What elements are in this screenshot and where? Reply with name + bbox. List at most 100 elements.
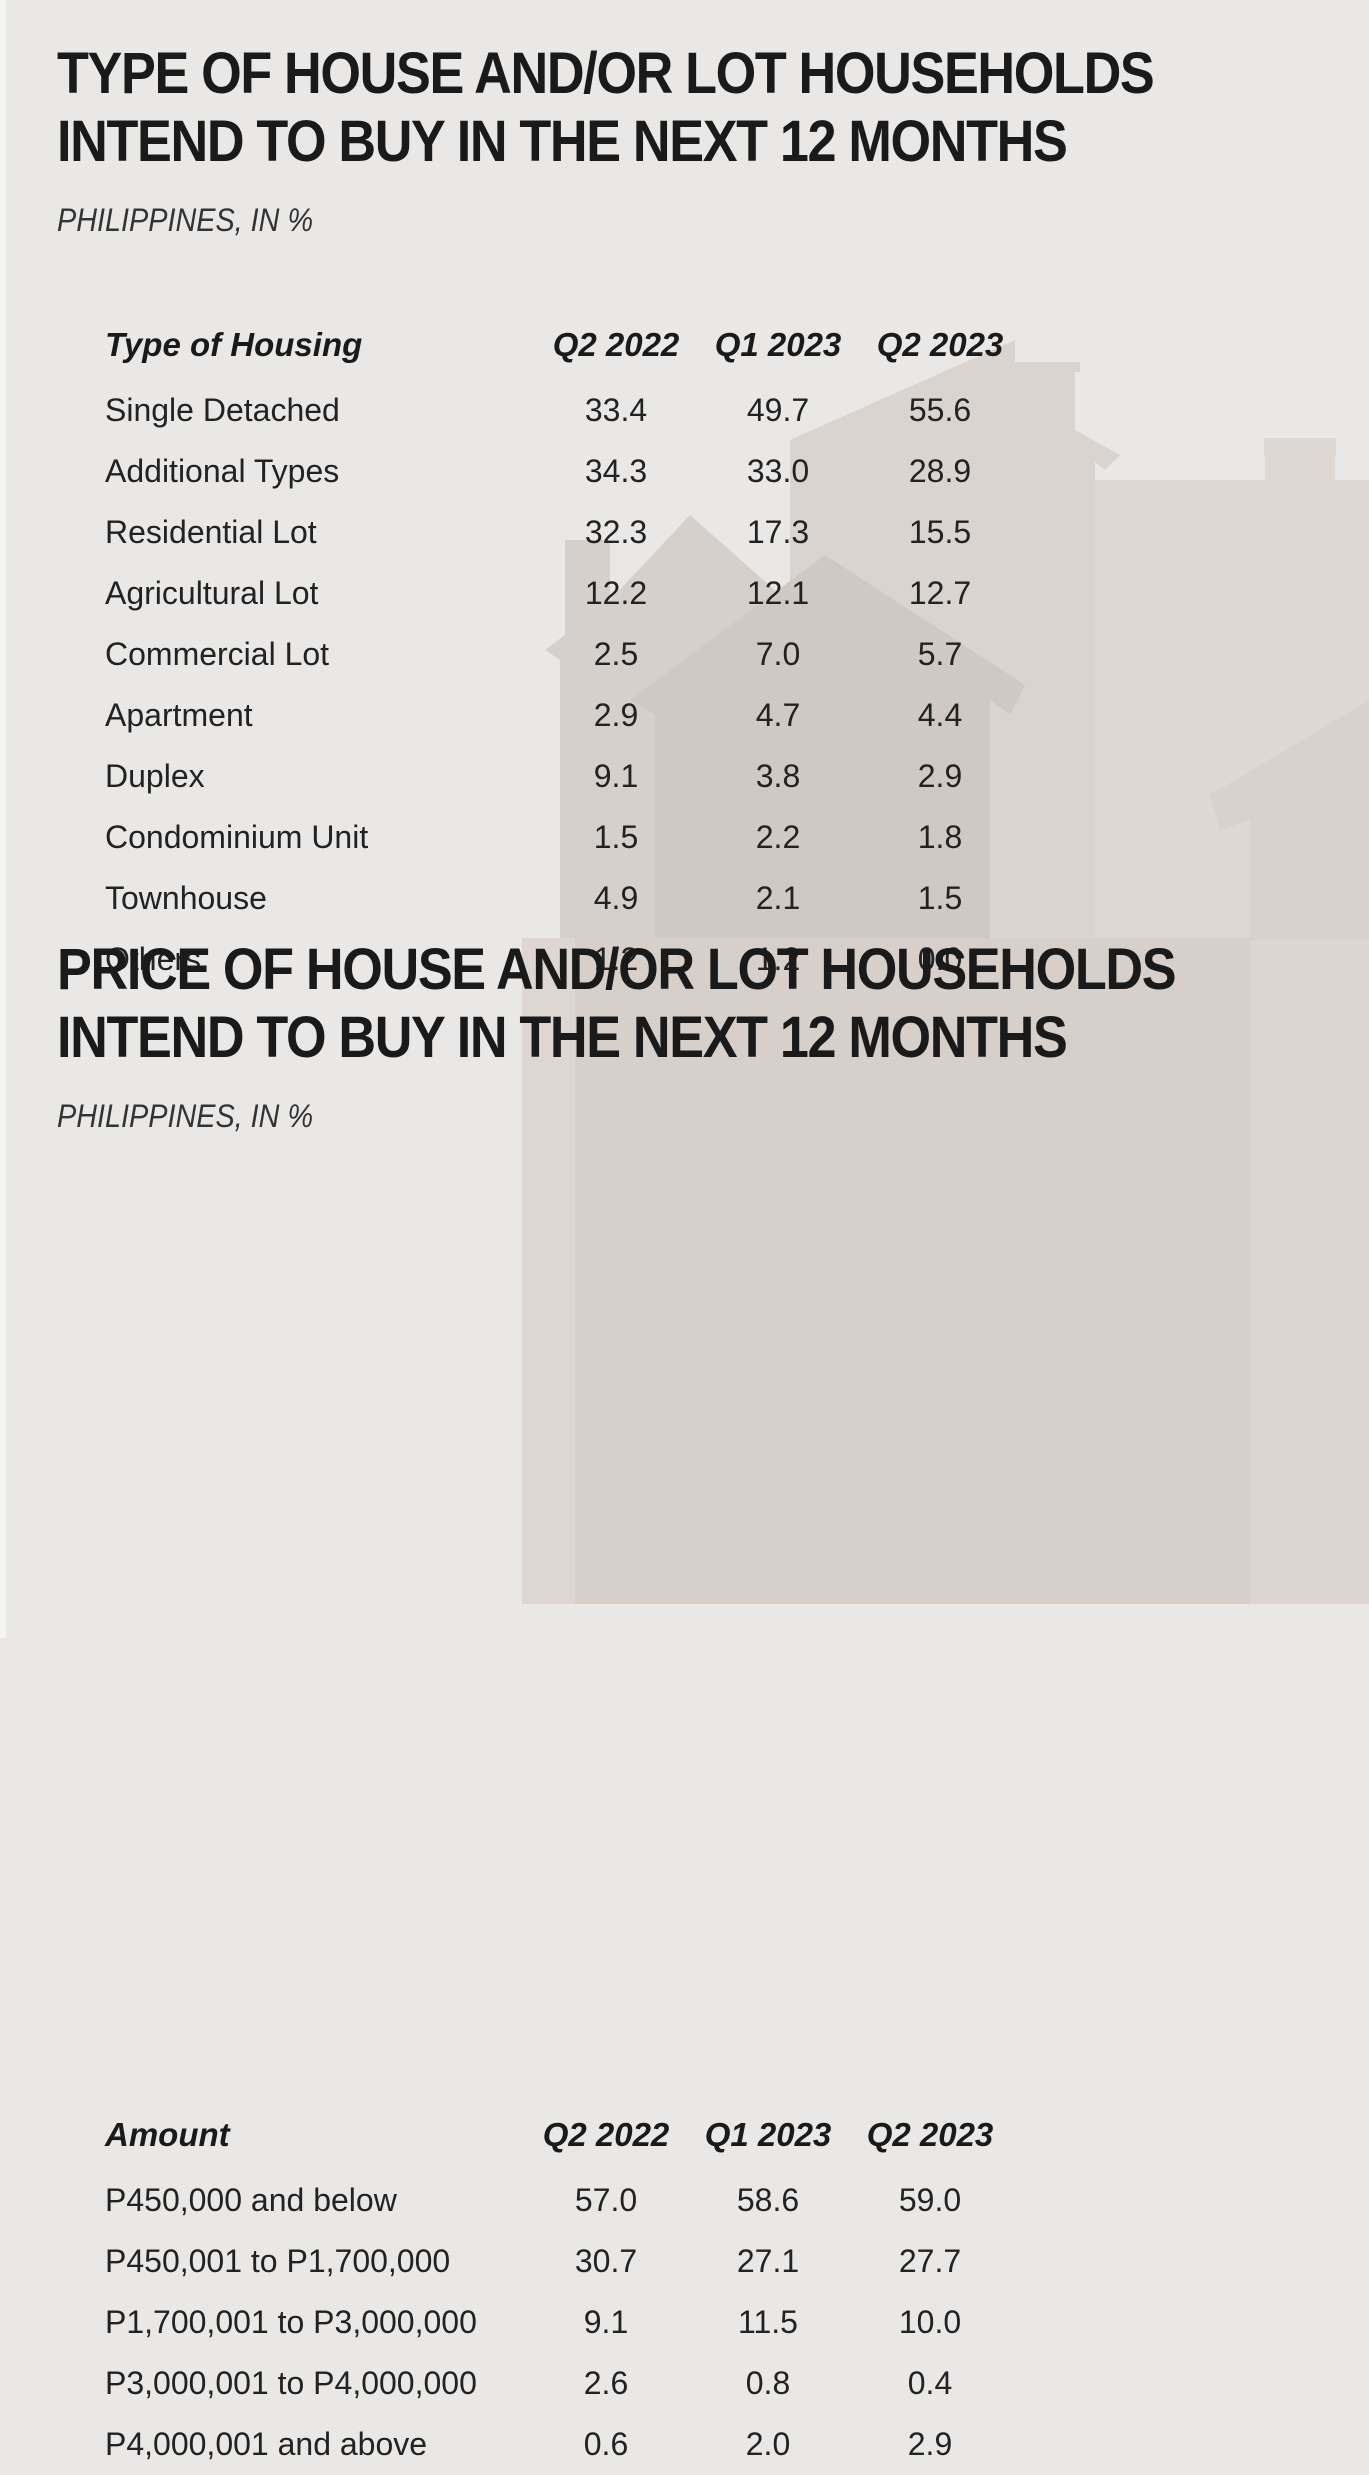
type-row-label: Residential Lot xyxy=(105,514,317,550)
price-cell-value: 27.1 xyxy=(736,2243,800,2279)
type-col-header-q1-2023: Q1 2023 xyxy=(714,326,842,363)
price-cell-value: 2.6 xyxy=(583,2365,629,2401)
table-row: P450,000 and below 57.0 58.6 59.0 xyxy=(105,2170,1011,2231)
type-cell-value: 33.0 xyxy=(746,453,810,489)
price-row-label: P450,000 and below xyxy=(105,2182,397,2218)
price-row-label: P3,000,001 to P4,000,000 xyxy=(105,2365,477,2401)
type-row-label: Agricultural Lot xyxy=(105,575,319,611)
price-table-header-row: Amount Q2 2022 Q1 2023 Q2 2023 xyxy=(105,2100,1011,2170)
type-cell-value: 4.9 xyxy=(593,880,639,916)
type-cell-value: 5.7 xyxy=(917,636,963,672)
type-cell-value: 1.5 xyxy=(917,880,963,916)
price-cell-value: 11.5 xyxy=(738,2304,798,2340)
type-row-label: Others xyxy=(105,941,202,977)
left-edge-strip xyxy=(0,0,6,1638)
type-cell-value: 9.1 xyxy=(593,758,639,794)
type-title-line-1: TYPE OF HOUSE AND/OR LOT HOUSEHOLDS xyxy=(57,41,1155,106)
type-cell-value: 34.3 xyxy=(584,453,648,489)
table-row: Additional Types 34.3 33.0 28.9 xyxy=(105,441,1021,502)
price-cell-value: 57.0 xyxy=(574,2182,638,2218)
type-row-label: Duplex xyxy=(105,758,205,794)
type-row-label: Commercial Lot xyxy=(105,636,330,672)
type-cell-value: 49.7 xyxy=(746,392,810,428)
type-cell-value: 2.1 xyxy=(755,880,801,916)
price-row-label: P1,700,001 to P3,000,000 xyxy=(105,2304,477,2340)
price-cell-value: 30.7 xyxy=(574,2243,638,2279)
price-table-title: PRICE OF HOUSE AND/OR LOT HOUSEHOLDS INT… xyxy=(57,936,1182,1072)
price-cell-value: 27.7 xyxy=(898,2243,962,2279)
type-cell-value: 1.2 xyxy=(755,941,801,977)
price-cell-value: 10.0 xyxy=(898,2304,962,2340)
table-row: Townhouse 4.9 2.1 1.5 xyxy=(105,868,1021,929)
type-row-label: Townhouse xyxy=(105,880,267,916)
type-table-header-row: Type of Housing Q2 2022 Q1 2023 Q2 2023 xyxy=(105,310,1021,380)
price-cell-value: 2.9 xyxy=(907,2426,953,2462)
table-row: P1,700,001 to P3,000,000 9.1 11.5 10.0 xyxy=(105,2292,1011,2353)
price-amount-table: Amount Q2 2022 Q1 2023 Q2 2023 P450,000 … xyxy=(105,2100,1011,2475)
type-cell-value: 7.0 xyxy=(755,636,801,672)
type-cell-value: 2.9 xyxy=(593,697,639,733)
price-cell-value: 58.6 xyxy=(736,2182,800,2218)
price-cell-value: 2.0 xyxy=(745,2426,791,2462)
type-cell-value: 28.9 xyxy=(908,453,972,489)
type-row-label: Apartment xyxy=(105,697,253,733)
table-row: Residential Lot 32.3 17.3 15.5 xyxy=(105,502,1021,563)
table-row: P3,000,001 to P4,000,000 2.6 0.8 0.4 xyxy=(105,2353,1011,2414)
type-cell-value: 32.3 xyxy=(584,514,648,550)
price-col-header-q1-2023: Q1 2023 xyxy=(704,2116,832,2153)
type-cell-value: 12.7 xyxy=(908,575,972,611)
type-of-house-section: TYPE OF HOUSE AND/OR LOT HOUSEHOLDS INTE… xyxy=(57,40,1307,977)
price-cell-value: 0.6 xyxy=(583,2426,629,2462)
type-cell-value: 3.8 xyxy=(755,758,801,794)
type-col-header-q2-2023: Q2 2023 xyxy=(876,326,1004,363)
table-row: P4,000,001 and above 0.6 2.0 2.9 xyxy=(105,2414,1011,2475)
type-row-label: Additional Types xyxy=(105,453,340,489)
type-table-title: TYPE OF HOUSE AND/OR LOT HOUSEHOLDS INTE… xyxy=(57,40,1182,176)
price-cell-value: 0.4 xyxy=(907,2365,953,2401)
type-cell-value: 4.7 xyxy=(755,697,801,733)
price-col-header-label: Amount xyxy=(105,2116,230,2153)
table-row: Apartment 2.9 4.7 4.4 xyxy=(105,685,1021,746)
type-cell-value: 1.5 xyxy=(593,819,639,855)
type-cell-value: 15.5 xyxy=(908,514,972,550)
houses-silhouette-icon xyxy=(522,340,1369,1604)
type-cell-value: 12.1 xyxy=(746,575,810,611)
type-table-body: Single Detached 33.4 49.7 55.6 Additional Ty… xyxy=(105,380,1021,990)
price-title-line-2: INTEND TO BUY IN THE NEXT 12 MONTHS xyxy=(57,1005,1068,1070)
price-row-label: P4,000,001 and above xyxy=(105,2426,428,2462)
price-table-body: P450,000 and below 57.0 58.6 59.0 P450,001 t… xyxy=(105,2170,1011,2475)
table-row: Single Detached 33.4 49.7 55.6 xyxy=(105,380,1021,441)
price-row-label: P450,001 to P1,700,000 xyxy=(105,2243,451,2279)
table-row: Commercial Lot 2.5 7.0 5.7 xyxy=(105,624,1021,685)
table-row: P450,001 to P1,700,000 30.7 27.1 27.7 xyxy=(105,2231,1011,2292)
table-row: Condominium Unit 1.5 2.2 1.8 xyxy=(105,807,1021,868)
price-of-house-section: PRICE OF HOUSE AND/OR LOT HOUSEHOLDS INT… xyxy=(57,936,1307,2462)
table-row: Others 1.2 1.2 0.0 xyxy=(105,929,1021,990)
table-row: Duplex 9.1 3.8 2.9 xyxy=(105,746,1021,807)
type-cell-value: 33.4 xyxy=(584,392,648,428)
price-cell-value: 9.1 xyxy=(583,2304,629,2340)
type-cell-value: 12.2 xyxy=(584,575,648,611)
type-title-line-2: INTEND TO BUY IN THE NEXT 12 MONTHS xyxy=(57,109,1068,174)
price-col-header-q2-2023: Q2 2023 xyxy=(866,2116,994,2153)
type-cell-value: 1.2 xyxy=(593,941,639,977)
type-row-label: Condominium Unit xyxy=(105,819,369,855)
type-cell-value: 0.0 xyxy=(917,941,963,977)
type-of-housing-table: Type of Housing Q2 2022 Q1 2023 Q2 2023 … xyxy=(105,310,1021,990)
type-cell-value: 17.3 xyxy=(746,514,810,550)
type-cell-value: 2.2 xyxy=(755,819,801,855)
type-cell-value: 2.5 xyxy=(593,636,639,672)
price-cell-value: 59.0 xyxy=(898,2182,962,2218)
type-col-header-q2-2022: Q2 2022 xyxy=(552,326,680,363)
price-col-header-q2-2022: Q2 2022 xyxy=(542,2116,670,2153)
type-cell-value: 2.9 xyxy=(917,758,963,794)
type-cell-value: 1.8 xyxy=(917,819,963,855)
type-col-header-label: Type of Housing xyxy=(105,326,363,363)
price-title-line-1: PRICE OF HOUSE AND/OR LOT HOUSEHOLDS xyxy=(57,937,1177,1002)
type-table-subtitle: PHILIPPINES, IN % xyxy=(57,202,314,238)
type-cell-value: 55.6 xyxy=(908,392,972,428)
table-row: Agricultural Lot 12.2 12.1 12.7 xyxy=(105,563,1021,624)
price-table-subtitle: PHILIPPINES, IN % xyxy=(57,1098,314,1134)
price-cell-value: 0.8 xyxy=(745,2365,791,2401)
type-cell-value: 4.4 xyxy=(917,697,963,733)
